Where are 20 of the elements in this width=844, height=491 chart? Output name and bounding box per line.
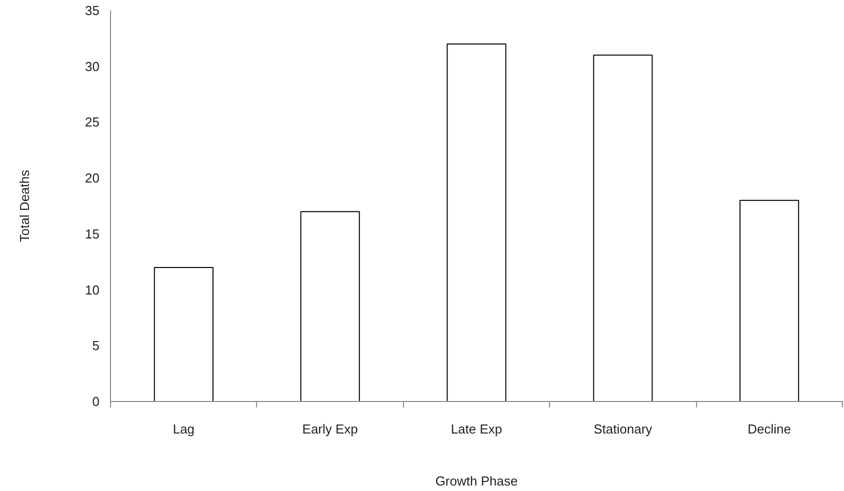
bar xyxy=(154,266,214,402)
y-axis-title: Total Deaths xyxy=(17,169,32,242)
bar xyxy=(740,200,800,402)
x-tick-label: Lag xyxy=(172,422,195,436)
x-tick-label: Early Exp xyxy=(302,422,358,436)
y-tick-label: 5 xyxy=(92,338,100,354)
x-axis-title: Growth Phase xyxy=(435,474,518,488)
y-tick-label: 25 xyxy=(85,114,100,130)
x-tick-label: Late Exp xyxy=(450,422,502,436)
y-tick-label: 35 xyxy=(85,3,100,18)
bar xyxy=(300,211,360,402)
y-tick-label: 30 xyxy=(85,58,100,74)
y-tick-label: 20 xyxy=(85,170,100,186)
y-tick-label: 0 xyxy=(92,394,100,409)
x-tick-label: Stationary xyxy=(594,422,653,436)
x-tick-label: Decline xyxy=(748,422,791,436)
bar xyxy=(593,54,653,402)
y-tick-label: 15 xyxy=(85,226,100,242)
bar xyxy=(446,44,506,402)
y-tick-label: 10 xyxy=(85,282,100,298)
